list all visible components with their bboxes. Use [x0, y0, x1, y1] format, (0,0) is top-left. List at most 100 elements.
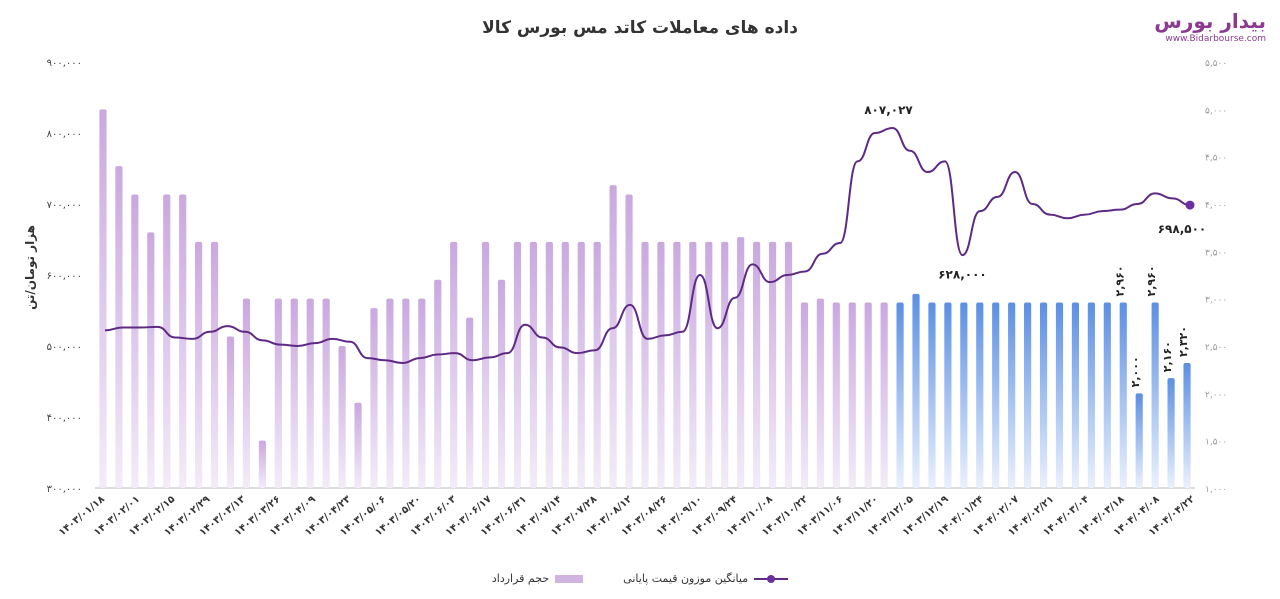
- volume-bar: [529, 241, 537, 488]
- bar-data-label: ۲,۰۰۰: [1129, 356, 1142, 387]
- y2-tick-label: ۲,۰۰۰: [1205, 390, 1227, 400]
- y2-tick-label: ۱,۵۰۰: [1205, 438, 1227, 448]
- volume-bar: [545, 241, 553, 488]
- volume-bar: [195, 241, 203, 488]
- volume-bar: [816, 298, 824, 488]
- volume-bar: [418, 298, 426, 488]
- volume-bar: [497, 279, 506, 488]
- volume-bar: [386, 298, 394, 488]
- legend-bar-swatch: [555, 574, 584, 583]
- y-tick-label: ۷۰۰,۰۰۰: [47, 200, 82, 211]
- volume-bar: [354, 402, 362, 488]
- volume-bar: [625, 194, 633, 489]
- y2-tick-label: ۳,۰۰۰: [1205, 296, 1227, 306]
- volume-bar: [593, 241, 601, 488]
- volume-bar: [705, 241, 713, 488]
- volume-bar: [322, 298, 330, 488]
- y2-tick-label: ۵,۵۰۰: [1205, 59, 1227, 69]
- brand-name: بیدار بورس: [1154, 9, 1266, 33]
- volume-bar: [960, 302, 968, 488]
- volume-bar: [513, 241, 522, 488]
- brand-url: www.Bidarbourse.com: [1165, 34, 1266, 44]
- volume-bar: [226, 336, 235, 488]
- y2-tick-label: ۲,۵۰۰: [1205, 343, 1227, 353]
- y2-tick-label: ۴,۰۰۰: [1205, 201, 1227, 211]
- volume-bar: [1039, 302, 1048, 488]
- volume-bar: [274, 298, 282, 488]
- y-tick-label: ۴۰۰,۰۰۰: [47, 413, 82, 424]
- bar-data-label: ۲,۳۲۰: [1177, 326, 1190, 357]
- volume-bar: [1071, 302, 1080, 488]
- volume-bar: [577, 241, 585, 488]
- volume-bar: [1151, 302, 1159, 488]
- volume-bar: [641, 241, 649, 488]
- y2-tick-label: ۱,۰۰۰: [1205, 485, 1227, 495]
- volume-bar: [481, 241, 490, 488]
- data-annotation: ۸۰۷,۰۲۷: [864, 103, 913, 117]
- volume-bar: [848, 302, 856, 488]
- volume-bar: [832, 302, 840, 488]
- volume-bar: [784, 241, 793, 488]
- volume-bar: [210, 241, 219, 488]
- volume-bar: [864, 302, 872, 488]
- y2-tick-label: ۳,۵۰۰: [1205, 248, 1227, 258]
- volume-bar: [673, 241, 681, 488]
- bar-data-label: ۲,۱۶۰: [1161, 341, 1174, 372]
- legend-line-swatch: [754, 574, 789, 583]
- volume-bar: [896, 302, 904, 488]
- volume-bar: [1103, 302, 1111, 488]
- y2-tick-label: ۵,۰۰۰: [1205, 106, 1227, 116]
- volume-bar: [737, 237, 745, 488]
- chart-legend: میانگین موزون قیمت پایانی حجم قرارداد: [0, 572, 1280, 585]
- data-annotation: ۶۲۸,۰۰۰: [938, 267, 987, 281]
- volume-bar: [1024, 302, 1032, 488]
- y2-tick-label: ۴,۵۰۰: [1205, 154, 1227, 164]
- volume-bar: [1167, 378, 1175, 488]
- legend-item-price[interactable]: میانگین موزون قیمت پایانی: [623, 572, 789, 585]
- volume-bar: [306, 298, 314, 488]
- volume-bar: [912, 293, 920, 488]
- volume-bar: [753, 241, 761, 488]
- volume-bar: [944, 302, 952, 488]
- bar-data-label: ۲,۹۶۰: [1113, 265, 1126, 296]
- volume-bar: [1087, 302, 1095, 488]
- legend-item-volume[interactable]: حجم قرارداد: [491, 572, 584, 585]
- y-tick-label: ۵۰۰,۰۰۰: [47, 342, 82, 353]
- volume-bar: [880, 302, 888, 488]
- volume-bar: [242, 298, 251, 488]
- chart-title: داده های معاملات کاتد مس بورس کالا: [482, 18, 798, 38]
- y-tick-label: ۳۰۰,۰۰۰: [47, 484, 82, 495]
- volume-bar: [768, 241, 777, 488]
- legend-price-label: میانگین موزون قیمت پایانی: [623, 572, 749, 585]
- volume-bar: [561, 241, 569, 488]
- volume-bar: [800, 302, 809, 488]
- volume-bar: [290, 298, 298, 488]
- volume-bar: [609, 185, 617, 489]
- volume-bar: [976, 302, 984, 488]
- y-tick-label: ۸۰۰,۰۰۰: [47, 129, 82, 140]
- price-line: [104, 127, 1191, 365]
- volume-bar: [434, 279, 442, 488]
- volume-bar: [99, 109, 107, 488]
- volume-bar: [1135, 393, 1143, 488]
- volume-bar: [657, 241, 665, 488]
- volume-bar: [338, 346, 346, 488]
- volume-bar: [179, 194, 187, 489]
- volume-bar: [992, 302, 1000, 488]
- legend-volume-label: حجم قرارداد: [491, 572, 550, 585]
- volume-bar: [928, 302, 936, 488]
- volume-bar: [689, 241, 697, 488]
- bar-data-label: ۲,۹۶۰: [1145, 265, 1158, 296]
- volume-bar: [1055, 302, 1064, 488]
- volume-bar: [721, 241, 729, 488]
- volume-bar: [402, 298, 410, 488]
- volume-bar: [258, 440, 266, 488]
- y-tick-label: ۹۰۰,۰۰۰: [47, 58, 82, 69]
- volume-bar: [466, 317, 474, 488]
- price-last-point: [1185, 200, 1195, 210]
- brand-logo: بیدار بورس www.Bidarbourse.com: [1126, 8, 1266, 50]
- volume-bar: [147, 232, 155, 488]
- volume-bar: [1008, 302, 1016, 488]
- volume-bar: [450, 241, 458, 488]
